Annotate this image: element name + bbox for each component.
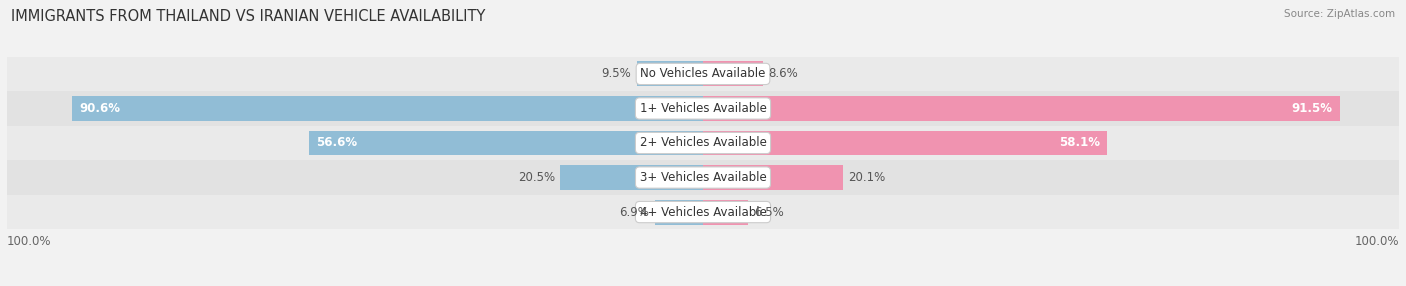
Bar (637, 61, 703, 86)
Bar (7, 57, 1399, 91)
Bar (561, 165, 703, 190)
Text: 9.5%: 9.5% (602, 67, 631, 80)
Text: 100.0%: 100.0% (7, 235, 52, 247)
Text: Source: ZipAtlas.com: Source: ZipAtlas.com (1284, 9, 1395, 19)
Bar (703, 165, 842, 190)
Text: IMMIGRANTS FROM THAILAND VS IRANIAN VEHICLE AVAILABILITY: IMMIGRANTS FROM THAILAND VS IRANIAN VEHI… (11, 9, 485, 23)
Text: 20.5%: 20.5% (517, 171, 555, 184)
Bar (7, 160, 1399, 195)
Text: 4+ Vehicles Available: 4+ Vehicles Available (640, 206, 766, 219)
Text: 100.0%: 100.0% (1354, 235, 1399, 247)
Text: 58.1%: 58.1% (1059, 136, 1101, 150)
Bar (7, 126, 1399, 160)
Text: No Vehicles Available: No Vehicles Available (640, 67, 766, 80)
Text: 56.6%: 56.6% (316, 136, 357, 150)
Text: 2+ Vehicles Available: 2+ Vehicles Available (640, 136, 766, 150)
Bar (703, 61, 763, 86)
Bar (309, 131, 703, 155)
Bar (703, 200, 748, 225)
Text: 8.6%: 8.6% (769, 67, 799, 80)
Text: 90.6%: 90.6% (79, 102, 121, 115)
Bar (703, 96, 1340, 121)
Text: 91.5%: 91.5% (1292, 102, 1333, 115)
Text: 6.5%: 6.5% (754, 206, 783, 219)
Bar (73, 96, 703, 121)
Text: 1+ Vehicles Available: 1+ Vehicles Available (640, 102, 766, 115)
Bar (7, 91, 1399, 126)
Bar (7, 195, 1399, 229)
Bar (703, 131, 1108, 155)
Text: 20.1%: 20.1% (848, 171, 886, 184)
Text: 3+ Vehicles Available: 3+ Vehicles Available (640, 171, 766, 184)
Text: 6.9%: 6.9% (620, 206, 650, 219)
Bar (655, 200, 703, 225)
